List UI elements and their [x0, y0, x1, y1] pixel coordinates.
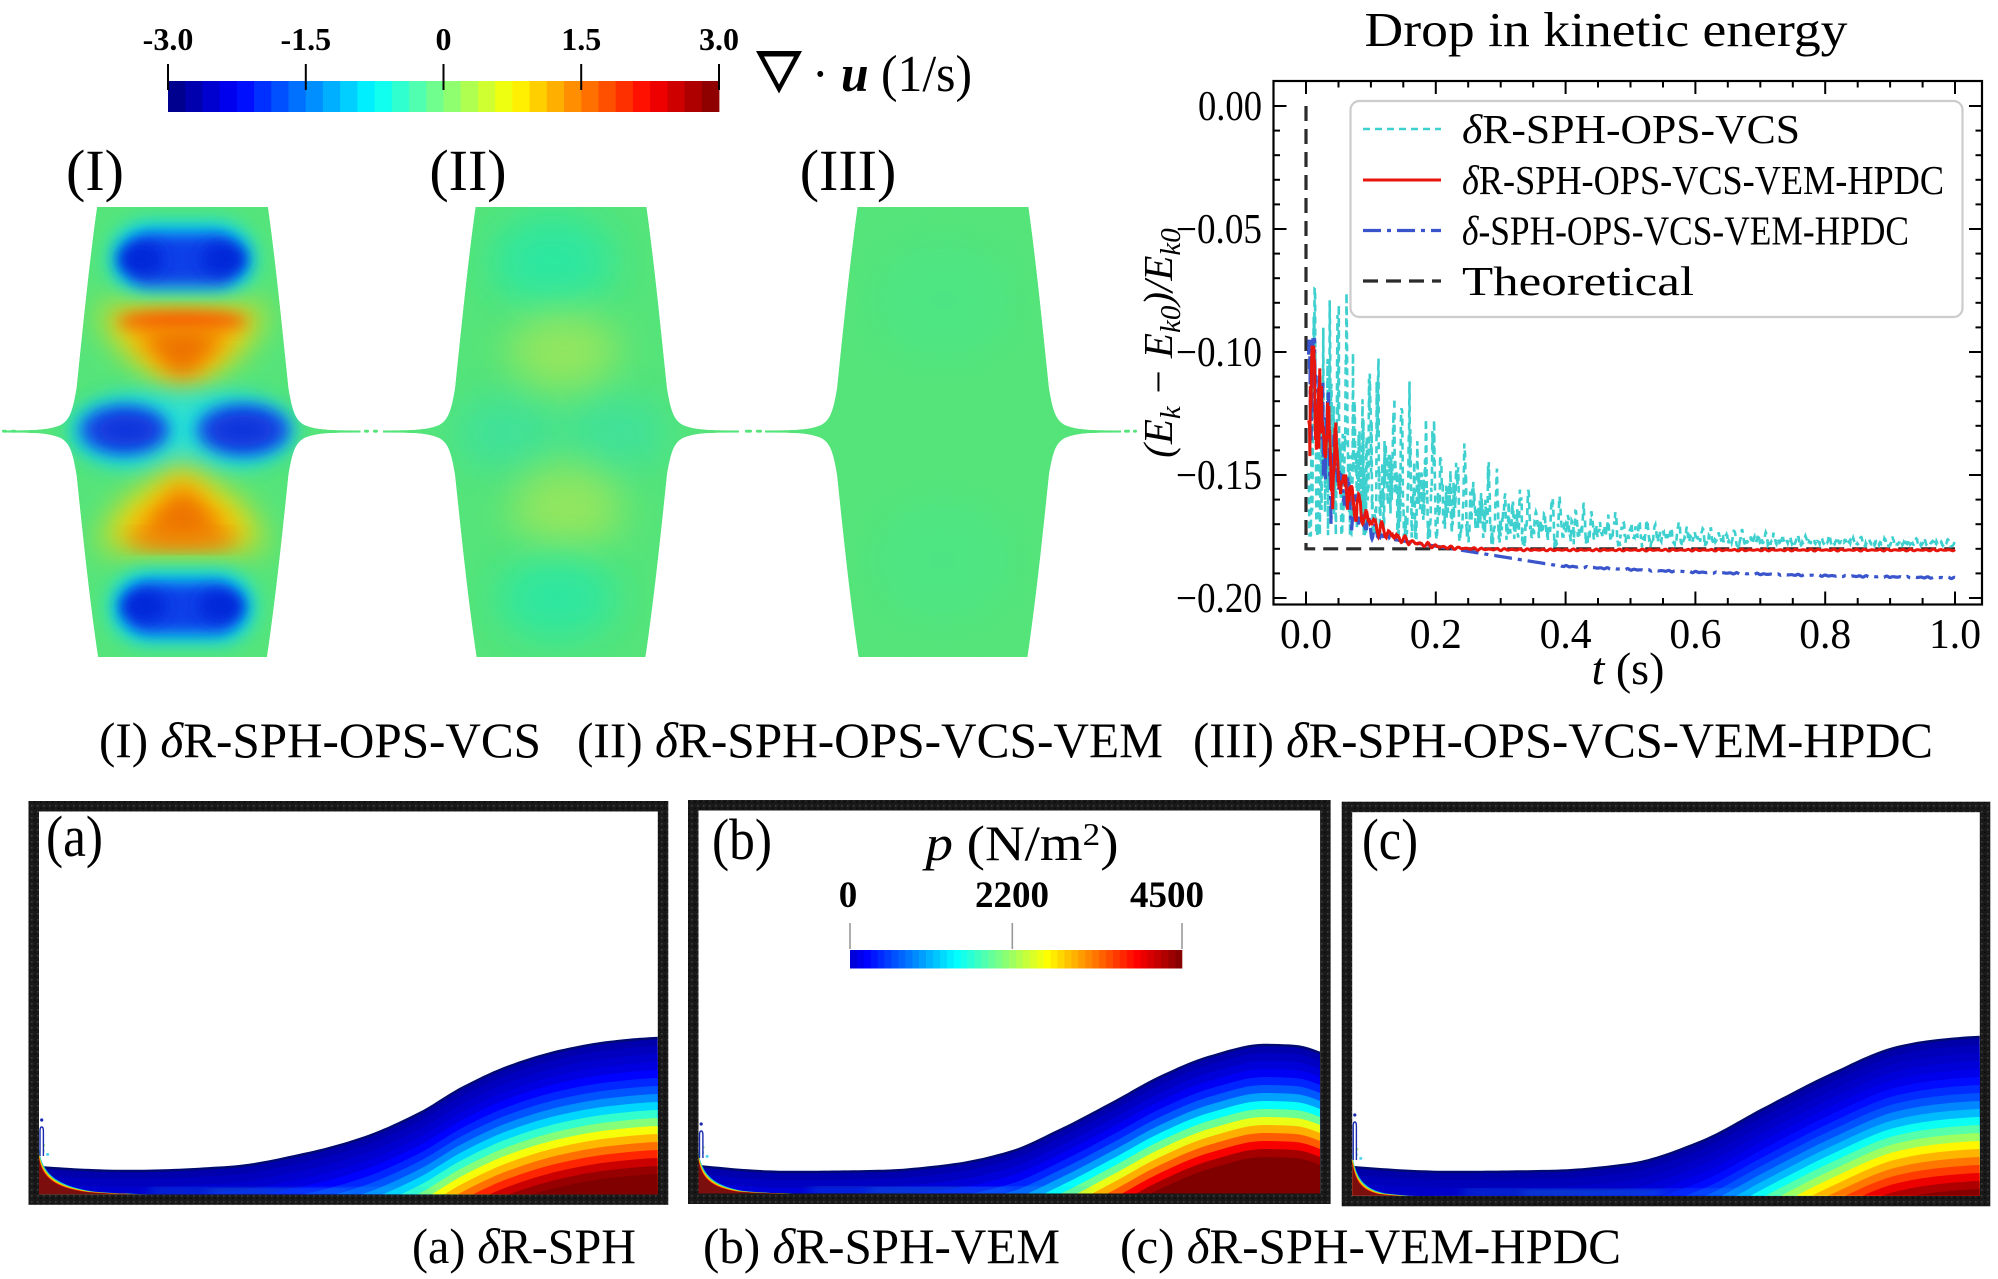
- svg-text:0: 0: [839, 875, 858, 916]
- svg-text:(II) δR-SPH-OPS-VCS-VEM: (II) δR-SPH-OPS-VCS-VEM: [577, 712, 1163, 768]
- svg-text:0.8: 0.8: [1799, 612, 1851, 658]
- svg-text:3.0: 3.0: [699, 21, 739, 57]
- svg-text:0.0: 0.0: [1280, 612, 1332, 658]
- svg-text:0.6: 0.6: [1669, 612, 1721, 658]
- svg-text:4500: 4500: [1130, 875, 1204, 916]
- svg-text:−0.15: −0.15: [1176, 453, 1262, 499]
- svg-text:(c): (c): [1362, 807, 1418, 872]
- svg-text:(a): (a): [46, 804, 103, 869]
- svg-text:2200: 2200: [975, 875, 1049, 916]
- svg-text:(III) δR-SPH-OPS-VCS-VEM-HPDC: (III) δR-SPH-OPS-VCS-VEM-HPDC: [1193, 712, 1933, 768]
- svg-text:Drop in kinetic energy: Drop in kinetic energy: [1365, 2, 1849, 57]
- svg-text:(I) δR-SPH-OPS-VCS: (I) δR-SPH-OPS-VCS: [99, 712, 541, 768]
- svg-text:(a) δR-SPH: (a) δR-SPH: [412, 1218, 636, 1274]
- svg-text:0.4: 0.4: [1540, 612, 1592, 658]
- svg-text:−0.20: −0.20: [1176, 576, 1262, 622]
- svg-text:0: 0: [436, 21, 452, 57]
- svg-text:(b) δR-SPH-VEM: (b) δR-SPH-VEM: [703, 1218, 1060, 1274]
- svg-text:δR-SPH-OPS-VCS: δR-SPH-OPS-VCS: [1462, 106, 1800, 152]
- svg-text:-3.0: -3.0: [143, 21, 194, 57]
- svg-text:(c) δR-SPH-VEM-HPDC: (c) δR-SPH-VEM-HPDC: [1120, 1218, 1621, 1274]
- svg-text:−0.05: −0.05: [1176, 207, 1262, 253]
- svg-text:(I): (I): [66, 138, 124, 203]
- svg-text:-1.5: -1.5: [280, 21, 331, 57]
- svg-text:δR-SPH-OPS-VCS-VEM-HPDC: δR-SPH-OPS-VCS-VEM-HPDC: [1462, 157, 1944, 203]
- svg-text:−0.10: −0.10: [1176, 330, 1262, 376]
- svg-text:0.00: 0.00: [1198, 84, 1262, 130]
- svg-text:δ-SPH-OPS-VCS-VEM-HPDC: δ-SPH-OPS-VCS-VEM-HPDC: [1462, 208, 1909, 254]
- svg-text:Theoretical: Theoretical: [1462, 258, 1694, 304]
- svg-text:· u (1/s): · u (1/s): [812, 46, 972, 103]
- svg-text:1.0: 1.0: [1929, 612, 1981, 658]
- svg-text:1.5: 1.5: [561, 21, 601, 57]
- svg-text:(b): (b): [712, 807, 772, 872]
- svg-text:0.2: 0.2: [1410, 612, 1462, 658]
- svg-text:(III): (III): [800, 138, 897, 203]
- svg-text:(II): (II): [429, 138, 506, 203]
- svg-text:t (s): t (s): [1592, 643, 1665, 694]
- svg-text:(Ek − Ek0)/Ek0: (Ek − Ek0)/Ek0: [1135, 228, 1187, 458]
